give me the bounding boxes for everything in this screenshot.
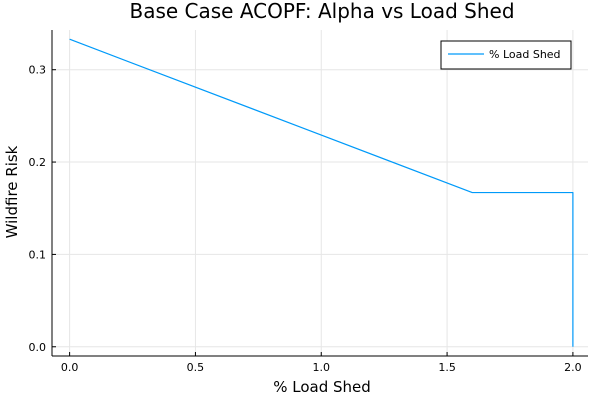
y-tick-label: 0.2 [29, 156, 47, 169]
x-tick-label: 1.5 [438, 361, 456, 374]
x-tick-label: 0.5 [187, 361, 205, 374]
chart-title: Base Case ACOPF: Alpha vs Load Shed [129, 0, 514, 23]
tick-labels: 0.0 0.5 1.0 1.5 2.0 0.0 0.1 0.2 0.3 [29, 64, 582, 374]
x-tick-label: 0.0 [61, 361, 79, 374]
series-layer [69, 38, 574, 347]
axes [51, 30, 588, 357]
y-tick-label: 0.1 [29, 248, 47, 261]
legend-label: % Load Shed [489, 48, 561, 61]
series-line [69, 38, 574, 347]
x-tick-label: 1.0 [313, 361, 331, 374]
x-tick-label: 2.0 [564, 361, 582, 374]
y-axis-label: Wildfire Risk [3, 145, 21, 238]
y-tick-label: 0.3 [29, 64, 47, 77]
legend: % Load Shed [440, 40, 572, 70]
y-tick-label: 0.0 [29, 341, 47, 354]
legend-box [440, 40, 572, 70]
x-axis-label: % Load Shed [273, 378, 371, 396]
